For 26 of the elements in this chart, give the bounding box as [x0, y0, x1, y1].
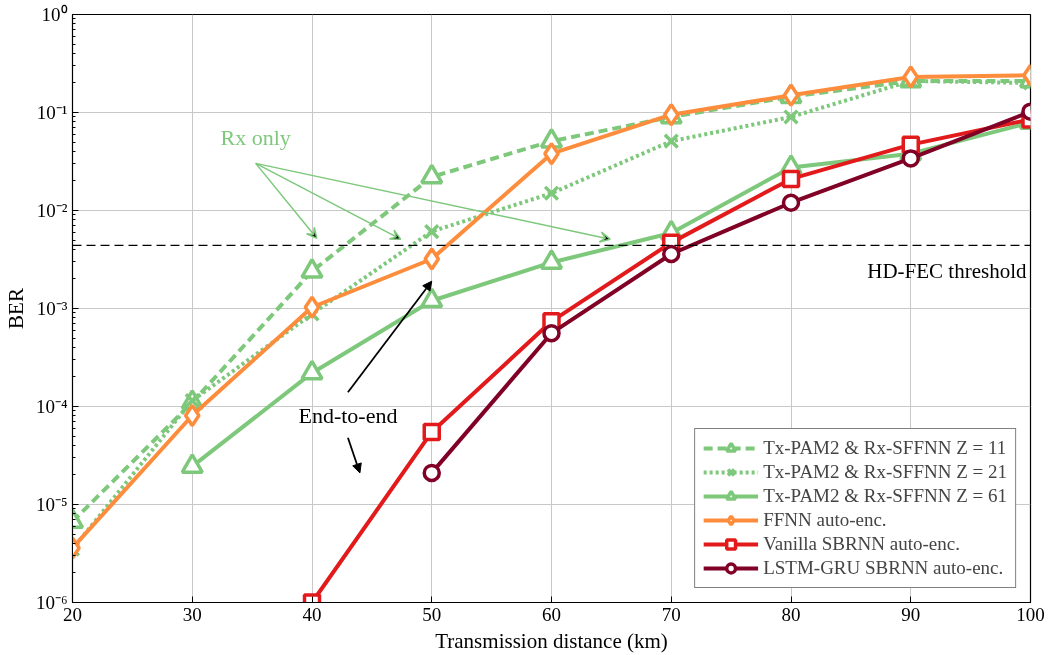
x-tick-label: 70: [661, 603, 681, 625]
y-tick-label: 10⁻³: [36, 298, 68, 319]
legend-label: Vanilla SBRNN auto-enc.: [763, 533, 960, 555]
x-tick-label: 40: [302, 603, 322, 625]
ref-line-label: HD-FEC threshold: [867, 259, 1027, 284]
legend-label: Tx-PAM2 & Rx-SFFNN Z = 21: [763, 461, 1007, 483]
annotation: Rx only: [220, 125, 291, 151]
x-tick-label: 50: [422, 603, 442, 625]
legend-label: Tx-PAM2 & Rx-SFFNN Z = 11: [763, 437, 1007, 459]
x-tick-label: 100: [1016, 603, 1045, 625]
y-tick-label: 10⁻⁴: [35, 396, 68, 417]
y-tick-label: 10⁻⁵: [35, 494, 68, 515]
y-tick-label: 10⁰: [41, 4, 68, 25]
legend-label: LSTM-GRU SBRNN auto-enc.: [763, 557, 1004, 579]
y-tick-label: 10⁻¹: [36, 102, 68, 123]
x-tick-label: 90: [901, 603, 921, 625]
x-axis-title: Transmission distance (km): [435, 628, 668, 653]
legend-label: Tx-PAM2 & Rx-SFFNN Z = 61: [763, 485, 1007, 507]
x-tick-label: 30: [182, 603, 202, 625]
x-tick-label: 80: [781, 603, 801, 625]
y-axis-title: BER: [3, 288, 28, 329]
x-tick-label: 60: [542, 603, 561, 625]
legend-label: FFNN auto-enc.: [763, 509, 887, 531]
y-tick-label: 10⁻²: [36, 200, 68, 221]
annotation: End-to-end: [298, 403, 398, 429]
x-tick-label: 20: [63, 603, 82, 625]
